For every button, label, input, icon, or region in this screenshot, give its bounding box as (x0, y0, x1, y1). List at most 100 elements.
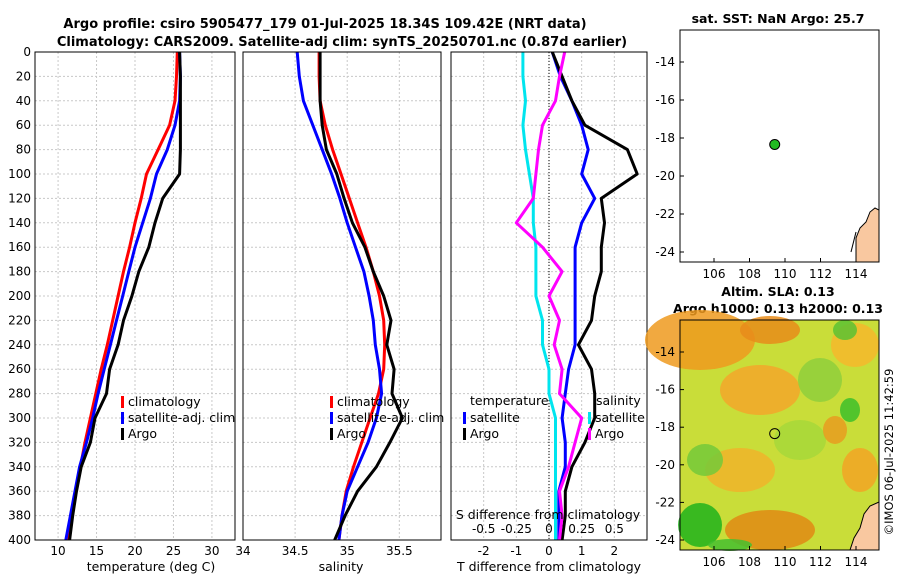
sla-patch (720, 365, 800, 415)
x-tick-label: 2 (611, 544, 619, 558)
map-y-tick-label: -18 (655, 131, 675, 145)
sla-patch (833, 320, 857, 340)
s-tick-label: -0.5 (472, 522, 495, 536)
x-tick-label: 25 (166, 544, 181, 558)
s-tick-label: 0.25 (568, 522, 595, 536)
sla-patch (725, 510, 815, 550)
map-y-tick-label: -16 (655, 383, 675, 397)
legend-argo-label: Argo (128, 426, 157, 441)
legend-sal-argo-swatch (588, 428, 591, 440)
legend-argo-swatch (121, 428, 124, 440)
series-line-argo (318, 52, 404, 541)
s-tick-label: 0.5 (605, 522, 624, 536)
sla-patch (823, 416, 847, 444)
legend-salinity-title: salinity (596, 393, 641, 408)
map-y-tick-label: -20 (655, 458, 675, 472)
series-line-satellite-adj-clim (295, 51, 384, 541)
series-line-temperature-satellite (550, 51, 597, 540)
depth-tick-label: 140 (8, 216, 31, 230)
sla-patch (842, 448, 878, 492)
sla-map-frame (679, 319, 880, 551)
map-x-tick-label: 108 (738, 267, 761, 281)
map-y-tick-label: -24 (655, 245, 675, 259)
x-tick-label: 1 (578, 544, 586, 558)
x-tick-label: 0 (545, 544, 553, 558)
legend-satellite-label: satellite-adj. clim (128, 410, 235, 425)
depth-tick-label: 300 (8, 411, 31, 425)
series-line-salinity-argo (514, 51, 584, 541)
x-tick-label: 20 (127, 544, 142, 558)
map-y-tick-label: -14 (655, 345, 675, 359)
sla-map (645, 310, 880, 551)
legend-climatology-swatch (121, 396, 124, 408)
legend-temp-argo-label: Argo (470, 426, 499, 441)
sst-coastline (855, 207, 880, 263)
x-tick-label: 15 (89, 544, 104, 558)
x-tick-label: -2 (478, 544, 490, 558)
legend-satellite-swatch (330, 412, 333, 424)
legend-temperature-title: temperature (470, 393, 549, 408)
legend-temp-satellite-swatch (463, 412, 466, 424)
depth-tick-label: 360 (8, 484, 31, 498)
map-x-tick-label: 106 (703, 555, 726, 569)
series-line-argo (68, 51, 182, 541)
depth-tick-label: 320 (8, 435, 31, 449)
sst-coast-detail (850, 231, 857, 253)
legend-argo-swatch (330, 428, 333, 440)
map-y-tick-label: -20 (655, 169, 675, 183)
map-x-tick-label: 110 (774, 555, 797, 569)
difference-legend: temperature salinity satellite Argo sate… (463, 393, 645, 441)
map-y-tick-label: -16 (655, 93, 675, 107)
depth-tick-label: 20 (16, 69, 31, 83)
legend-sal-argo-label: Argo (595, 426, 624, 441)
legend-climatology-swatch (330, 396, 333, 408)
x-tick-label: 35 (340, 544, 355, 558)
x-tick-label: 34 (235, 544, 250, 558)
s-difference-label: S difference from climatology (456, 507, 641, 522)
depth-tick-label: 220 (8, 313, 31, 327)
float-position-marker (769, 138, 781, 150)
legend-argo-label: Argo (337, 426, 366, 441)
sst-map-title: sat. SST: NaN Argo: 25.7 (692, 11, 865, 26)
panel-frame (450, 51, 648, 541)
s-tick-label: 0 (545, 522, 553, 536)
depth-tick-label: 100 (8, 167, 31, 181)
depth-tick-label: 400 (8, 533, 31, 547)
sla-map-title-line2: Argo h1000: 0.13 h2000: 0.13 (673, 301, 883, 316)
depth-tick-label: 120 (8, 191, 31, 205)
sla-patch (645, 310, 755, 370)
difference-xlabel: T difference from climatology (456, 559, 642, 574)
sla-patch (678, 503, 722, 547)
difference-panel: -2 -1 0 1 2 (450, 51, 648, 558)
series-line-climatology (317, 52, 387, 541)
s-tick-label: -0.25 (501, 522, 532, 536)
sla-map-title-line1: Altim. SLA: 0.13 (721, 284, 834, 299)
depth-tick-label: 40 (16, 94, 31, 108)
legend-sal-satellite-label: satellite (595, 410, 645, 425)
x-tick-label: 34.5 (282, 544, 309, 558)
depth-tick-label: 60 (16, 118, 31, 132)
depth-tick-label: 200 (8, 289, 31, 303)
sst-map-ticks: -14 -16 -18 -20 -22 -24 106 108 110 112 114 (655, 55, 867, 281)
depth-axis: 0 20 40 60 80 100 120 140 160 180 200 220 240 260 280 3… (8, 45, 31, 547)
depth-tick-label: 280 (8, 387, 31, 401)
map-x-tick-label: 114 (845, 555, 868, 569)
map-x-tick-label: 112 (809, 555, 832, 569)
map-y-tick-label: -24 (655, 533, 675, 547)
panel-frame (242, 51, 442, 541)
sla-field-patches (645, 310, 879, 551)
x-tick-label: 30 (204, 544, 219, 558)
depth-tick-label: 260 (8, 362, 31, 376)
sla-patch (840, 398, 860, 422)
map-y-tick-label: -22 (655, 495, 675, 509)
map-x-tick-label: 112 (809, 267, 832, 281)
map-y-tick-label: -14 (655, 55, 675, 69)
depth-tick-label: 180 (8, 265, 31, 279)
depth-tick-label: 160 (8, 240, 31, 254)
figure-title-line2: Climatology: CARS2009. Satellite-adj cli… (57, 35, 627, 50)
salinity-panel: 34 34.5 35 35.5 (235, 51, 442, 558)
x-tick-label: -1 (510, 544, 522, 558)
sla-patch (774, 420, 826, 460)
legend-satellite-swatch (121, 412, 124, 424)
s-difference-ticks: -0.5 -0.25 0 0.25 0.5 (472, 522, 624, 536)
